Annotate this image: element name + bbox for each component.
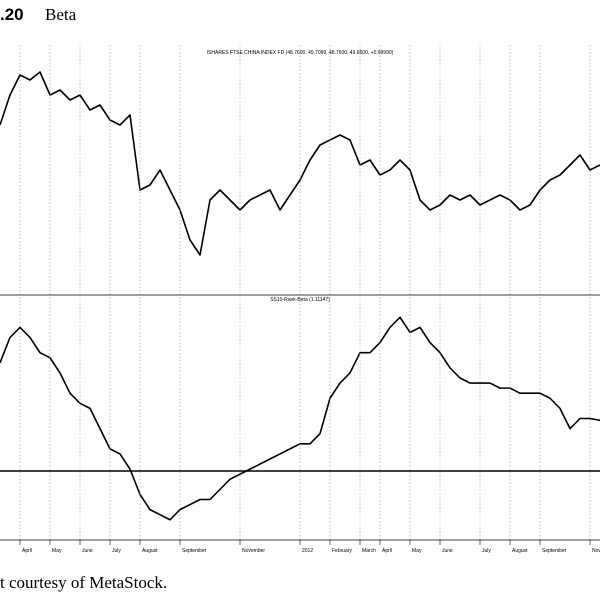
price-line bbox=[0, 316, 600, 521]
x-tick-label: February bbox=[332, 548, 353, 554]
x-tick-label: July bbox=[112, 548, 121, 554]
panel-title: ISHARES FTSE CHINA INDEX FD (48.7600, 49… bbox=[207, 50, 394, 56]
x-tick-label: March bbox=[362, 548, 376, 554]
x-tick-label: November bbox=[592, 548, 600, 554]
x-tick-label: May bbox=[412, 548, 422, 554]
figure-title: Beta bbox=[45, 5, 77, 24]
x-tick-label: November bbox=[242, 548, 265, 554]
x-tick-label: September bbox=[542, 548, 567, 554]
x-tick-label: May bbox=[52, 548, 62, 554]
x-tick-label: August bbox=[512, 548, 528, 554]
panel-title: SS10-Rank-Beta (1.11147) bbox=[270, 297, 330, 303]
x-tick-label: August bbox=[142, 548, 158, 554]
price-line bbox=[0, 71, 600, 256]
x-tick-label: April bbox=[22, 548, 32, 554]
x-tick-label: 2012 bbox=[302, 548, 313, 554]
x-tick-label: July bbox=[482, 548, 491, 554]
figure-number: .20 bbox=[0, 5, 24, 24]
x-tick-label: April bbox=[382, 548, 392, 554]
x-tick-label: June bbox=[442, 548, 453, 554]
caption: t courtesy of MetaStock. bbox=[0, 573, 167, 592]
x-tick-label: September bbox=[182, 548, 207, 554]
x-tick-label: June bbox=[82, 548, 93, 554]
